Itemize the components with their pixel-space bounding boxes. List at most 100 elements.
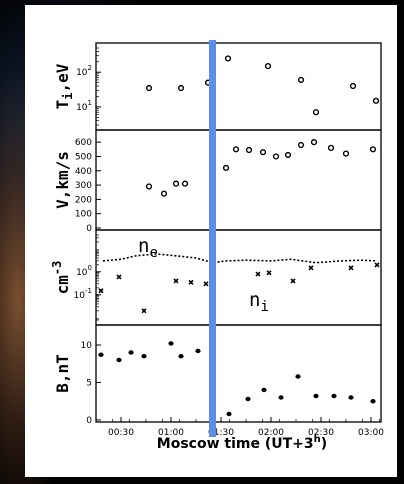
- data-point: [297, 76, 305, 84]
- data-point: [178, 354, 184, 359]
- data-point: [272, 153, 280, 160]
- data-point: [172, 180, 180, 187]
- data-point: [284, 151, 292, 159]
- data-point: [177, 84, 185, 92]
- data-point: [259, 149, 267, 156]
- panel-b: 0 5 10 B,nT: [53, 324, 382, 426]
- data-point: [224, 55, 232, 62]
- ytick-label-base: 400: [75, 167, 92, 177]
- event-marker-bar: [209, 40, 216, 437]
- data-point: [266, 270, 272, 276]
- data-point: [310, 139, 318, 146]
- data-point: [98, 352, 104, 357]
- data-point: [278, 395, 284, 400]
- data-point: [312, 109, 320, 116]
- ytick-label-base: 0: [86, 224, 92, 234]
- xtick-label: 02:30: [308, 428, 334, 438]
- x-axis-label-main: time (UT+3: [224, 436, 313, 452]
- series-label-main: n: [249, 289, 260, 311]
- ytick-label-b: 5: [86, 379, 92, 389]
- data-point: [295, 374, 301, 379]
- data-point: [313, 393, 319, 399]
- ylabel-sup: -3: [50, 261, 64, 275]
- data-point: [255, 271, 261, 277]
- ytick-label-base: 5: [86, 379, 92, 389]
- data-point: [374, 262, 380, 268]
- xtick-label: 01:30: [208, 428, 234, 438]
- ytick-label-ti: 102: [76, 64, 92, 78]
- xtick-label: 01:00: [158, 428, 184, 438]
- data-point: [348, 395, 354, 400]
- ylabel-b: B,nT: [53, 354, 72, 393]
- ylabel-tail: ,eV: [53, 63, 72, 92]
- ytick-label-base: 10: [76, 103, 88, 113]
- data-point: [116, 357, 122, 363]
- ytick-label-exp: 2: [88, 64, 92, 72]
- data-point: [188, 279, 194, 285]
- ylabel-main: V,km/s: [53, 151, 72, 209]
- data-point: [264, 63, 272, 70]
- x-axis-label-prefix: Moscow: [157, 436, 225, 452]
- data-point: [245, 146, 253, 154]
- ytick-label-base: 10: [74, 291, 86, 301]
- data-point: [141, 354, 147, 359]
- series-v-0: [145, 139, 377, 197]
- series-b-0: [98, 341, 376, 417]
- series-label-sub: e: [149, 245, 157, 261]
- ytick-label-base: 100: [75, 210, 92, 220]
- ylabel-main: cm: [53, 275, 72, 295]
- data-point: [145, 183, 153, 190]
- ylabel-main: B,nT: [53, 354, 72, 393]
- ytick-label-v: 600: [75, 138, 92, 148]
- ytick-label-exp: -1: [85, 287, 92, 295]
- ylabel-n: cm-3: [50, 261, 72, 295]
- data-point: [173, 278, 179, 284]
- ne-trace: [102, 253, 377, 264]
- panel-v-frame: [95, 129, 382, 231]
- xtick-label: 03:00: [358, 428, 384, 438]
- ytick-label-v: 500: [75, 152, 92, 162]
- data-point: [203, 281, 209, 287]
- ytick-label-base: 10: [76, 268, 88, 278]
- data-point: [181, 180, 189, 187]
- xtick-label: 00:30: [108, 428, 134, 438]
- xtick-label: 02:00: [258, 428, 284, 438]
- data-point: [308, 265, 314, 271]
- series-label-ni: ni: [249, 289, 269, 315]
- ytick-label-v: 200: [75, 195, 92, 205]
- data-point: [222, 164, 230, 172]
- data-point: [128, 350, 134, 355]
- ytick-label-base: 200: [75, 195, 92, 205]
- data-point: [369, 146, 377, 153]
- series-label-ne: ne: [138, 235, 158, 261]
- data-point: [372, 97, 380, 104]
- series-ti-0: [145, 55, 380, 116]
- x-axis-label-sup: h: [314, 434, 321, 445]
- ytick-label-b: 0: [86, 416, 92, 426]
- ytick-label-base: 10: [76, 68, 88, 78]
- ytick-label-base: 300: [75, 181, 92, 191]
- ytick-label-v: 0: [86, 224, 92, 234]
- series-n-0: [102, 253, 377, 264]
- x-axis-label-suffix: ): [321, 436, 327, 452]
- data-point: [145, 84, 153, 92]
- panel-ti-frame: [95, 42, 382, 131]
- data-point: [116, 274, 122, 280]
- data-point: [331, 393, 337, 399]
- ytick-label-ti: 101: [76, 99, 92, 113]
- ytick-label-n: 10-1: [74, 287, 92, 301]
- series-label-main: n: [138, 235, 149, 257]
- ylabel-ti: Ti,eV: [53, 63, 75, 109]
- data-point: [342, 150, 350, 157]
- ytick-label-base: 500: [75, 152, 92, 162]
- x-axis-label: Moscow time (UT+3h): [157, 434, 327, 452]
- data-point: [226, 411, 232, 417]
- ytick-label-base: 600: [75, 138, 92, 148]
- ytick-label-exp: 0: [88, 264, 92, 272]
- data-point: [327, 144, 335, 151]
- series-label-sub: i: [260, 299, 268, 315]
- ylabel-main: T: [53, 100, 72, 110]
